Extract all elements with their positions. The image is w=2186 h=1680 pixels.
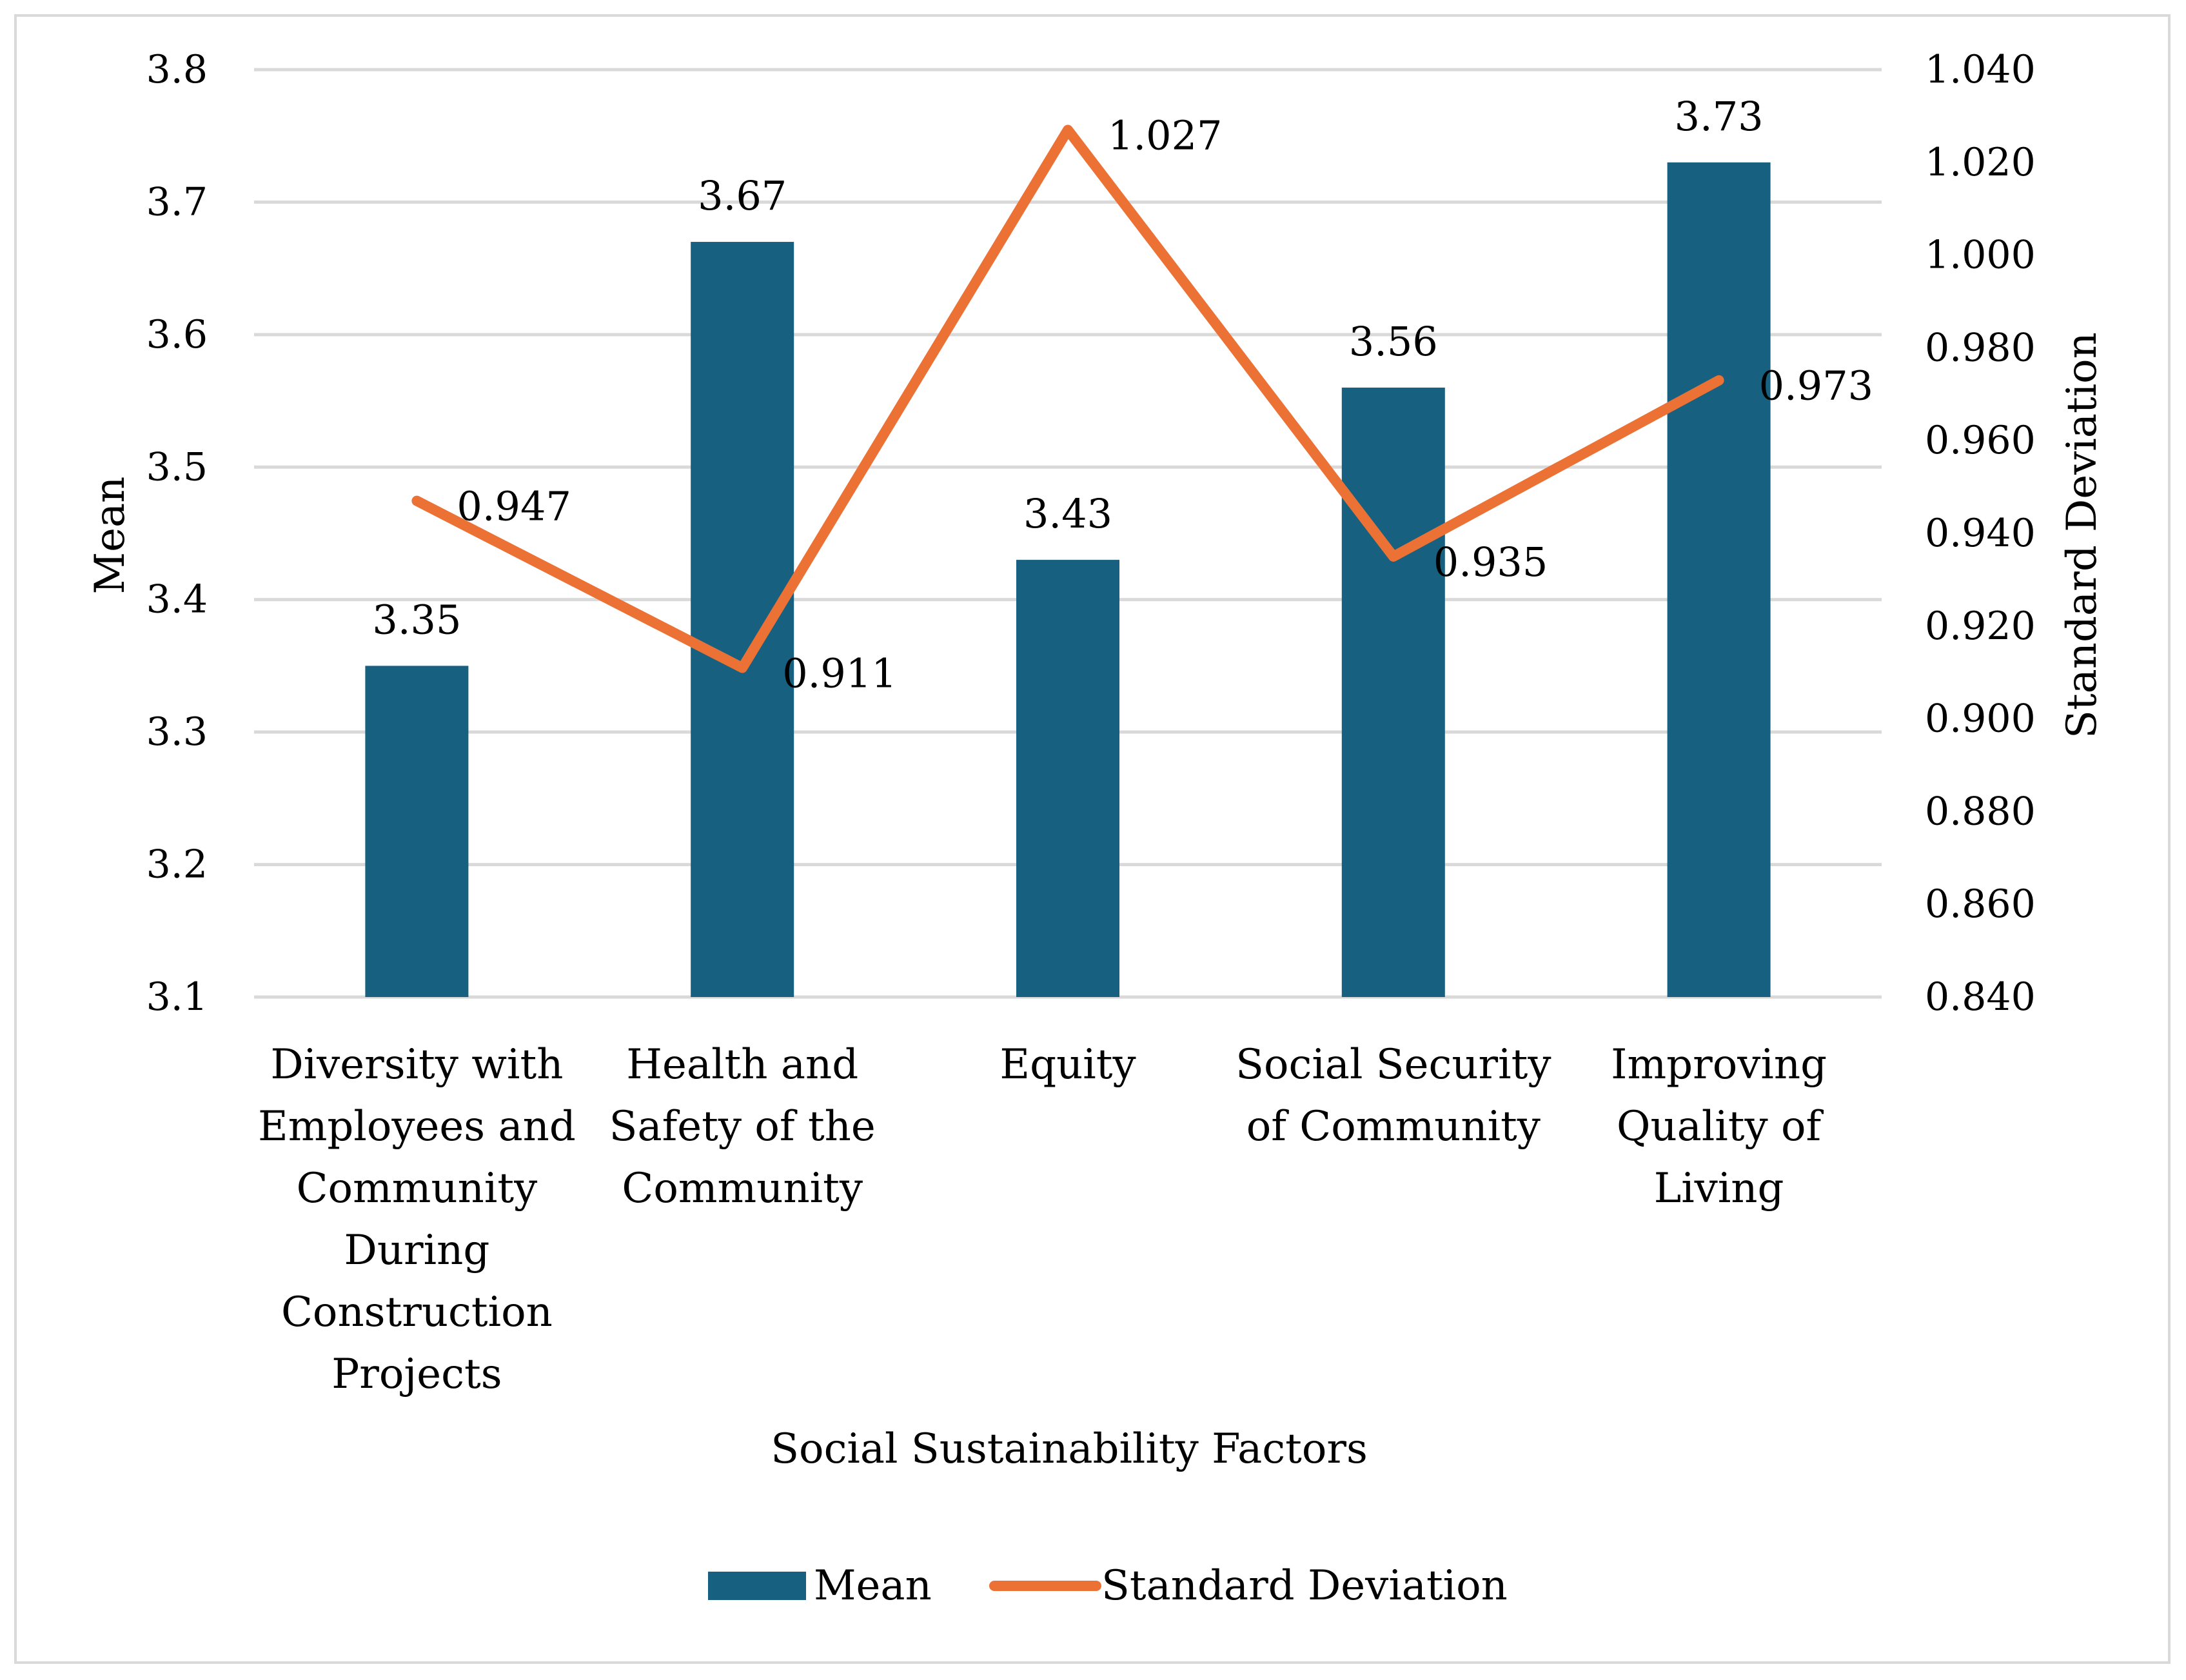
mean-bar	[1016, 560, 1119, 997]
std-dev-data-label: 0.935	[1433, 539, 1548, 586]
std-dev-series-line	[411, 124, 1724, 673]
x-category-label: Employees and	[258, 1103, 576, 1151]
mean-bar	[691, 242, 794, 997]
mean-bar	[365, 666, 469, 997]
y-tick-label: 3.8	[146, 47, 208, 92]
x-category-label: Quality of	[1617, 1103, 1824, 1151]
y2-axis-ticks: 0.840 0.860 0.880 0.900 0.920 0.940 0.960 0.980…	[1925, 47, 2036, 1020]
legend-mean-swatch	[708, 1572, 806, 1600]
x-category-label: During	[344, 1227, 490, 1274]
y-tick-label: 3.1	[146, 974, 208, 1020]
mean-data-labels: 3.35 3.67 3.43 3.56 3.73	[372, 93, 1763, 644]
gridlines	[254, 68, 1882, 999]
y-axis-ticks: 3.1 3.2 3.3 3.4 3.5 3.6 3.7 3.8	[146, 47, 208, 1020]
mean-data-label: 3.56	[1349, 318, 1438, 365]
x-category-label: Improving	[1611, 1041, 1827, 1089]
y-tick-label: 3.3	[146, 709, 208, 755]
y2-tick-label: 1.000	[1925, 233, 2036, 278]
x-category-label: Community	[622, 1165, 863, 1212]
mean-data-label: 3.43	[1023, 490, 1112, 537]
std-dev-data-label: 0.973	[1759, 362, 1874, 410]
x-category-label: Projects	[331, 1350, 502, 1398]
x-category-label: Social Security	[1236, 1041, 1551, 1089]
y2-tick-label: 1.040	[1925, 47, 2036, 92]
std-dev-line	[411, 124, 1724, 673]
y2-tick-label: 0.900	[1925, 697, 2036, 742]
y-tick-label: 3.6	[146, 312, 208, 357]
x-category-label: Safety of the	[609, 1103, 876, 1151]
y2-tick-label: 0.880	[1925, 789, 2036, 834]
y2-tick-label: 0.840	[1925, 974, 2036, 1020]
y-tick-label: 3.4	[146, 577, 208, 622]
y2-tick-label: 1.020	[1925, 140, 2036, 185]
x-axis-category-labels: Diversity with Employees and Community Duri…	[258, 1041, 1827, 1398]
legend: Mean Standard Deviation	[708, 1562, 1508, 1610]
legend-std-dev-label: Standard Deviation	[1101, 1562, 1508, 1610]
y2-tick-label: 0.860	[1925, 882, 2036, 927]
mean-bar	[1667, 162, 1771, 997]
x-category-label: Diversity with	[270, 1041, 563, 1089]
y2-tick-label: 0.940	[1925, 511, 2036, 556]
x-category-label: Construction	[281, 1289, 553, 1336]
y2-tick-label: 0.960	[1925, 418, 2036, 463]
x-category-label: Equity	[999, 1041, 1136, 1089]
y-tick-label: 3.7	[146, 179, 208, 224]
mean-data-label: 3.73	[1675, 93, 1764, 140]
std-dev-data-label: 0.947	[457, 483, 571, 530]
y2-tick-label: 0.920	[1925, 604, 2036, 649]
std-dev-data-labels: 0.947 0.911 1.027 0.935 0.973	[457, 112, 1873, 697]
y-axis-title: Mean	[86, 477, 134, 595]
std-dev-data-label: 0.911	[782, 650, 897, 697]
x-category-label: of Community	[1246, 1103, 1541, 1151]
x-category-label: Health and	[626, 1041, 858, 1089]
legend-mean-label: Mean	[814, 1562, 932, 1610]
std-dev-data-label: 1.027	[1108, 112, 1223, 159]
x-axis-title: Social Sustainability Factors	[771, 1425, 1368, 1473]
y-tick-label: 3.2	[146, 842, 208, 887]
mean-data-label: 3.67	[698, 172, 787, 219]
x-category-label: Living	[1654, 1165, 1784, 1212]
mean-bars	[365, 162, 1771, 997]
y2-tick-label: 0.980	[1925, 325, 2036, 370]
y-tick-label: 3.5	[146, 444, 208, 489]
mean-bar	[1341, 388, 1445, 997]
mean-data-label: 3.35	[372, 596, 461, 643]
y2-axis-title: Standard Deviation	[2058, 332, 2106, 738]
x-category-label: Community	[297, 1165, 538, 1212]
